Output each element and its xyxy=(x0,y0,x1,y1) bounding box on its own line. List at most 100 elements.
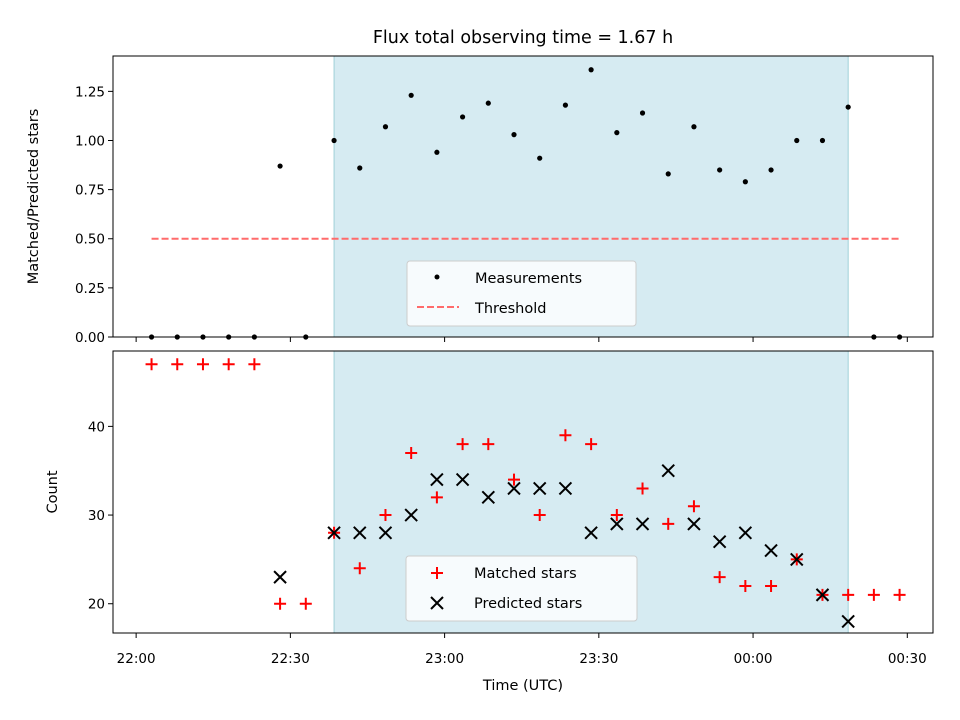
matched-stars-point xyxy=(248,358,261,371)
measurements-point xyxy=(819,137,826,144)
x-tick-label: 23:00 xyxy=(425,651,464,667)
y-tick-label: 1.25 xyxy=(75,84,105,100)
predicted-stars-point xyxy=(273,570,287,584)
measurements-point xyxy=(614,130,620,136)
matched-stars-point xyxy=(482,438,495,451)
x-tick-label: 23:30 xyxy=(579,651,618,667)
predicted-stars-point xyxy=(635,517,650,531)
measurements-point xyxy=(537,155,543,161)
x-tick-label: 00:30 xyxy=(888,651,927,667)
measurements-point xyxy=(382,124,389,130)
top-y-axis-label: Matched/Predicted stars xyxy=(26,109,42,285)
predicted-stars-point xyxy=(430,472,444,487)
matched-stars-point xyxy=(687,500,700,513)
top-panel: 0.00 0.25 0.50 0.75 1.00 1.25 Matched/Predict… xyxy=(26,55,934,346)
matched-stars-point xyxy=(739,580,752,592)
measurements-point xyxy=(331,137,337,144)
y-tick-label: 1.00 xyxy=(75,133,105,149)
x-tick-label: 00:00 xyxy=(734,651,773,667)
matched-stars-point xyxy=(893,588,906,601)
legend-predicted-marker xyxy=(430,596,444,610)
matched-stars-point xyxy=(222,358,235,371)
matched-stars-point xyxy=(842,588,855,601)
matched-stars-point xyxy=(171,358,184,371)
bottom-legend: Matched stars Predicted stars xyxy=(405,555,638,622)
matched-stars-point xyxy=(379,509,392,522)
legend-measurements-label: Measurements xyxy=(475,271,582,287)
matched-stars-point xyxy=(274,597,287,610)
predicted-stars-point xyxy=(507,481,521,496)
legend-matched-label: Matched stars xyxy=(474,566,577,582)
x-tick-label: 22:00 xyxy=(117,651,156,667)
predicted-stars-point xyxy=(327,526,341,540)
predicted-stars-point xyxy=(687,517,701,531)
matched-stars-point xyxy=(508,473,521,486)
legend-threshold-label: Threshold xyxy=(474,301,546,317)
y-tick-label: 40 xyxy=(88,419,105,435)
matched-stars-point xyxy=(456,438,469,451)
matched-stars-point xyxy=(196,358,209,371)
predicted-stars-point xyxy=(712,534,727,549)
bottom-panel: 20 30 40 22:00 22:30 23:00 23:30 00:00 00:30 Co… xyxy=(45,350,934,694)
chart-title: Flux total observing time = 1.67 h xyxy=(373,28,673,48)
legend-matched-marker xyxy=(431,567,443,579)
measurements-point xyxy=(742,179,748,185)
measurements-point xyxy=(485,100,491,106)
predicted-stars-point xyxy=(815,588,830,602)
top-legend: Measurements Threshold xyxy=(406,260,637,327)
matched-stars-point xyxy=(713,571,726,584)
matched-stars-point xyxy=(533,509,546,522)
matched-stars-point xyxy=(145,358,158,371)
predicted-stars-point xyxy=(481,490,496,505)
measurements-point xyxy=(408,92,414,98)
measurements-point xyxy=(511,132,517,138)
matched-stars-point xyxy=(610,509,623,522)
measurements-point xyxy=(665,171,671,177)
x-tick-label: 22:30 xyxy=(271,651,310,667)
y-tick-label: 20 xyxy=(88,597,105,613)
matched-stars-point xyxy=(299,597,312,610)
predicted-stars-point xyxy=(584,526,598,540)
predicted-stars-point xyxy=(610,517,624,531)
matched-stars-point xyxy=(405,446,418,459)
predicted-stars-point xyxy=(353,526,367,540)
y-tick-label: 30 xyxy=(88,508,105,524)
legend-predicted-label: Predicted stars xyxy=(474,596,582,612)
measurements-point xyxy=(691,124,697,130)
predicted-stars-point xyxy=(738,526,753,540)
predicted-stars-point xyxy=(841,614,855,629)
predicted-stars-point xyxy=(661,464,675,478)
predicted-stars-point xyxy=(455,472,470,487)
predicted-stars-point xyxy=(790,552,804,567)
predicted-stars-point xyxy=(764,543,778,558)
measurements-point xyxy=(459,114,466,120)
predicted-stars-point xyxy=(404,508,418,522)
y-tick-label: 0.00 xyxy=(75,330,105,346)
matched-stars-point xyxy=(585,438,598,451)
y-tick-label: 0.75 xyxy=(75,183,105,199)
legend-measurements-marker xyxy=(434,274,440,280)
measurements-point xyxy=(768,167,774,173)
predicted-stars-point xyxy=(378,526,393,540)
predicted-stars-point xyxy=(558,481,573,496)
measurements-point xyxy=(357,165,363,171)
matched-stars-point xyxy=(636,482,649,495)
top-axes-frame xyxy=(112,55,934,338)
matched-stars-point xyxy=(662,517,675,530)
x-axis-label: Time (UTC) xyxy=(482,678,563,694)
measurements-point xyxy=(639,110,646,116)
matched-stars-point xyxy=(353,562,366,575)
predicted-stars-point xyxy=(533,481,547,496)
y-tick-label: 0.50 xyxy=(75,232,105,248)
bottom-axes-frame xyxy=(112,350,934,634)
matched-stars-point xyxy=(765,580,778,592)
y-tick-label: 0.25 xyxy=(75,281,105,297)
measurements-point xyxy=(434,149,440,155)
measurements-point xyxy=(277,163,283,169)
measurements-point xyxy=(794,137,800,144)
measurements-point xyxy=(845,104,851,110)
measurements-point xyxy=(588,67,594,73)
matched-stars-point xyxy=(430,491,443,504)
bottom-y-axis-label: Count xyxy=(45,470,61,513)
